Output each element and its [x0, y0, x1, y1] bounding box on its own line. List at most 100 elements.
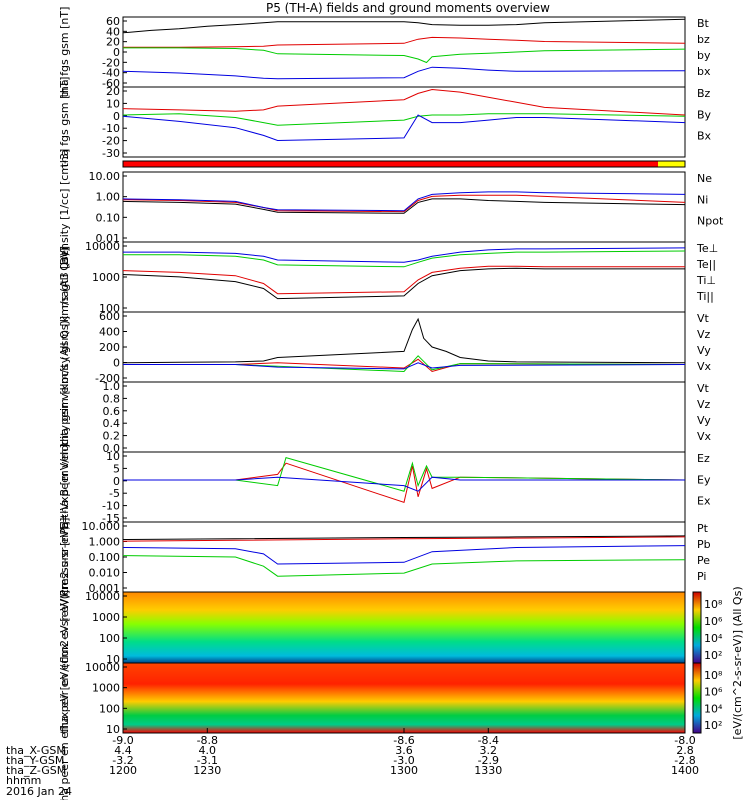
x-row-label: tha_Z-GSM — [6, 764, 66, 777]
y-tick-label: 0 — [113, 357, 120, 370]
y-axis-label: tha peir en eflux eV [eV/(cm2-s-sr-eV)] — [58, 521, 71, 733]
colorbar-tick-label: 10⁴ — [704, 632, 723, 645]
x-tick-label-top: -9.0 — [112, 734, 133, 747]
y-tick-label: 0.0 — [103, 442, 121, 455]
legend-entry-Pe: Pe — [697, 554, 710, 567]
y-tick-label: 0 — [113, 110, 120, 123]
y-tick-label: -30 — [102, 147, 120, 160]
series-line-Ne — [122, 194, 686, 213]
y-tick-label: 0.100 — [89, 551, 121, 564]
series-line-Vx — [123, 362, 686, 370]
y-tick-label: 10 — [106, 653, 120, 666]
spectrogram-1 — [123, 592, 685, 663]
y-tick-label: 1.0 — [103, 380, 121, 393]
y-tick-label: -10 — [102, 122, 120, 135]
colorbar-tick-label: 10⁴ — [704, 702, 723, 715]
series-line-Ez — [123, 462, 686, 504]
series-line-Ti⊥ — [123, 247, 686, 263]
series-line-Bx — [122, 114, 686, 142]
legend-entry-Npot: Npot — [697, 215, 724, 228]
legend-entry-Bz: Bz — [697, 87, 711, 100]
legend-entry-Vt: Vt — [697, 382, 710, 395]
panel-frame — [122, 381, 686, 453]
series-line-bx — [122, 66, 686, 80]
y-tick-label: 0.8 — [103, 392, 121, 405]
legend-entry-Pt: Pt — [697, 522, 709, 535]
y-tick-label: 400 — [99, 326, 120, 339]
colorbar-tick-label: 10⁸ — [704, 669, 723, 682]
y-tick-label: 0.6 — [103, 405, 121, 418]
legend-entry-Vy: Vy — [697, 414, 711, 427]
legend-entry-Ni: Ni — [697, 193, 708, 206]
quality-flag-frame — [122, 160, 686, 168]
panel-frame — [122, 86, 686, 158]
x-tick-label-hhmm: 1330 — [474, 764, 502, 777]
x-tick-label-X: 3.2 — [480, 744, 498, 757]
legend-entry-Ne: Ne — [697, 172, 712, 185]
x-tick-label-X: 4.0 — [199, 744, 217, 757]
colorbar — [692, 591, 702, 664]
legend-entry-bz: bz — [697, 33, 710, 46]
x-tick-label-Y: -2.9 — [478, 754, 499, 767]
y-tick-label: 1.000 — [89, 536, 121, 549]
legend-entry-Ti||: Ti|| — [696, 290, 714, 303]
y-tick-label: -15 — [102, 512, 120, 525]
y-axis-label: tha peir velocity gsm [km/s (All Qs)] — [58, 248, 71, 446]
series-line-Ti|| — [123, 250, 686, 268]
y-tick-label: 0.2 — [103, 430, 121, 443]
colorbar-tick-label: 10⁸ — [704, 598, 723, 611]
quality-flag-bar-red — [123, 161, 658, 167]
legend-entry-Vy: Vy — [697, 344, 711, 357]
legend-entry-Vx: Vx — [697, 360, 712, 373]
y-tick-label: 1000 — [92, 682, 120, 695]
y-tick-label: 20 — [106, 36, 120, 49]
series-line-Te⊥ — [122, 265, 685, 295]
x-row-label: tha_Y-GSM — [6, 754, 64, 767]
y-tick-label: -20 — [102, 56, 120, 69]
legend-entry-Ez: Ez — [697, 452, 710, 465]
x-tick-label-top: -8.6 — [393, 734, 414, 747]
series-line-by — [123, 47, 686, 64]
legend-entry-Bx: Bx — [697, 130, 712, 143]
series-line-Pi — [122, 545, 686, 565]
legend-entry-Vz: Vz — [697, 398, 711, 411]
legend-entry-Vt: Vt — [697, 312, 710, 325]
x-tick-label-Y: -2.8 — [674, 754, 695, 767]
y-tick-label: 200 — [99, 341, 120, 354]
y-tick-label: 600 — [99, 310, 120, 323]
y-tick-label: 5 — [113, 462, 120, 475]
series-line-Npot — [122, 191, 686, 212]
y-tick-label: 1000 — [92, 271, 120, 284]
panel-frame — [122, 451, 686, 523]
series-line-Ex — [123, 476, 685, 492]
legend-entry-By: By — [697, 108, 712, 121]
legend-entry-Te⊥: Te⊥ — [696, 242, 718, 255]
legend-entry-Vz: Vz — [697, 328, 711, 341]
x-tick-label-top: -8.0 — [674, 734, 695, 747]
series-line-Pt — [122, 535, 686, 540]
colorbar-tick-label: 10⁶ — [704, 615, 723, 628]
x-tick-label-X: 2.8 — [676, 744, 694, 757]
x-row-label: hhmm — [6, 774, 41, 787]
spectrogram-2 — [123, 663, 685, 733]
y-axis-label: magt3 [eV] — [58, 246, 71, 308]
x-tick-label-hhmm: 1200 — [109, 764, 137, 777]
y-tick-label: 10 — [106, 723, 120, 736]
x-tick-label-Y: -3.2 — [112, 754, 133, 767]
y-tick-label: 10000 — [85, 661, 120, 674]
y-tick-label: 100 — [99, 302, 120, 315]
y-tick-label: -40 — [102, 67, 120, 80]
y-tick-label: 0.01 — [96, 232, 121, 245]
x-tick-label-top: -8.4 — [478, 734, 499, 747]
x-tick-label-X: 4.4 — [114, 744, 132, 757]
y-tick-label: -20 — [102, 135, 120, 148]
y-tick-label: 10000 — [85, 240, 120, 253]
y-axis-label: tha fgs gsm [nT] — [58, 77, 71, 168]
legend-entry-Vx: Vx — [697, 430, 712, 443]
quality-flag-bar-yellow — [658, 161, 685, 167]
colorbar-tick-label: 10⁶ — [704, 686, 723, 699]
y-tick-label: 10 — [106, 450, 120, 463]
colorbar-label: [eV/(cm^2-s-sr-eV)] (All Qs) — [731, 586, 744, 739]
legend-entry-Pb: Pb — [697, 538, 711, 551]
